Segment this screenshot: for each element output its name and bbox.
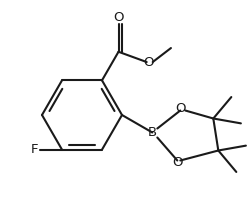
Text: O: O xyxy=(143,55,154,69)
Text: O: O xyxy=(113,11,124,24)
Text: F: F xyxy=(30,143,38,156)
Text: B: B xyxy=(148,126,157,139)
Text: O: O xyxy=(175,102,186,115)
Text: O: O xyxy=(172,156,183,169)
